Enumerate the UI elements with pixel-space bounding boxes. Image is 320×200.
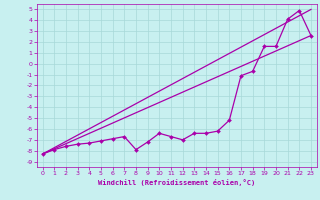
X-axis label: Windchill (Refroidissement éolien,°C): Windchill (Refroidissement éolien,°C) [98,179,255,186]
